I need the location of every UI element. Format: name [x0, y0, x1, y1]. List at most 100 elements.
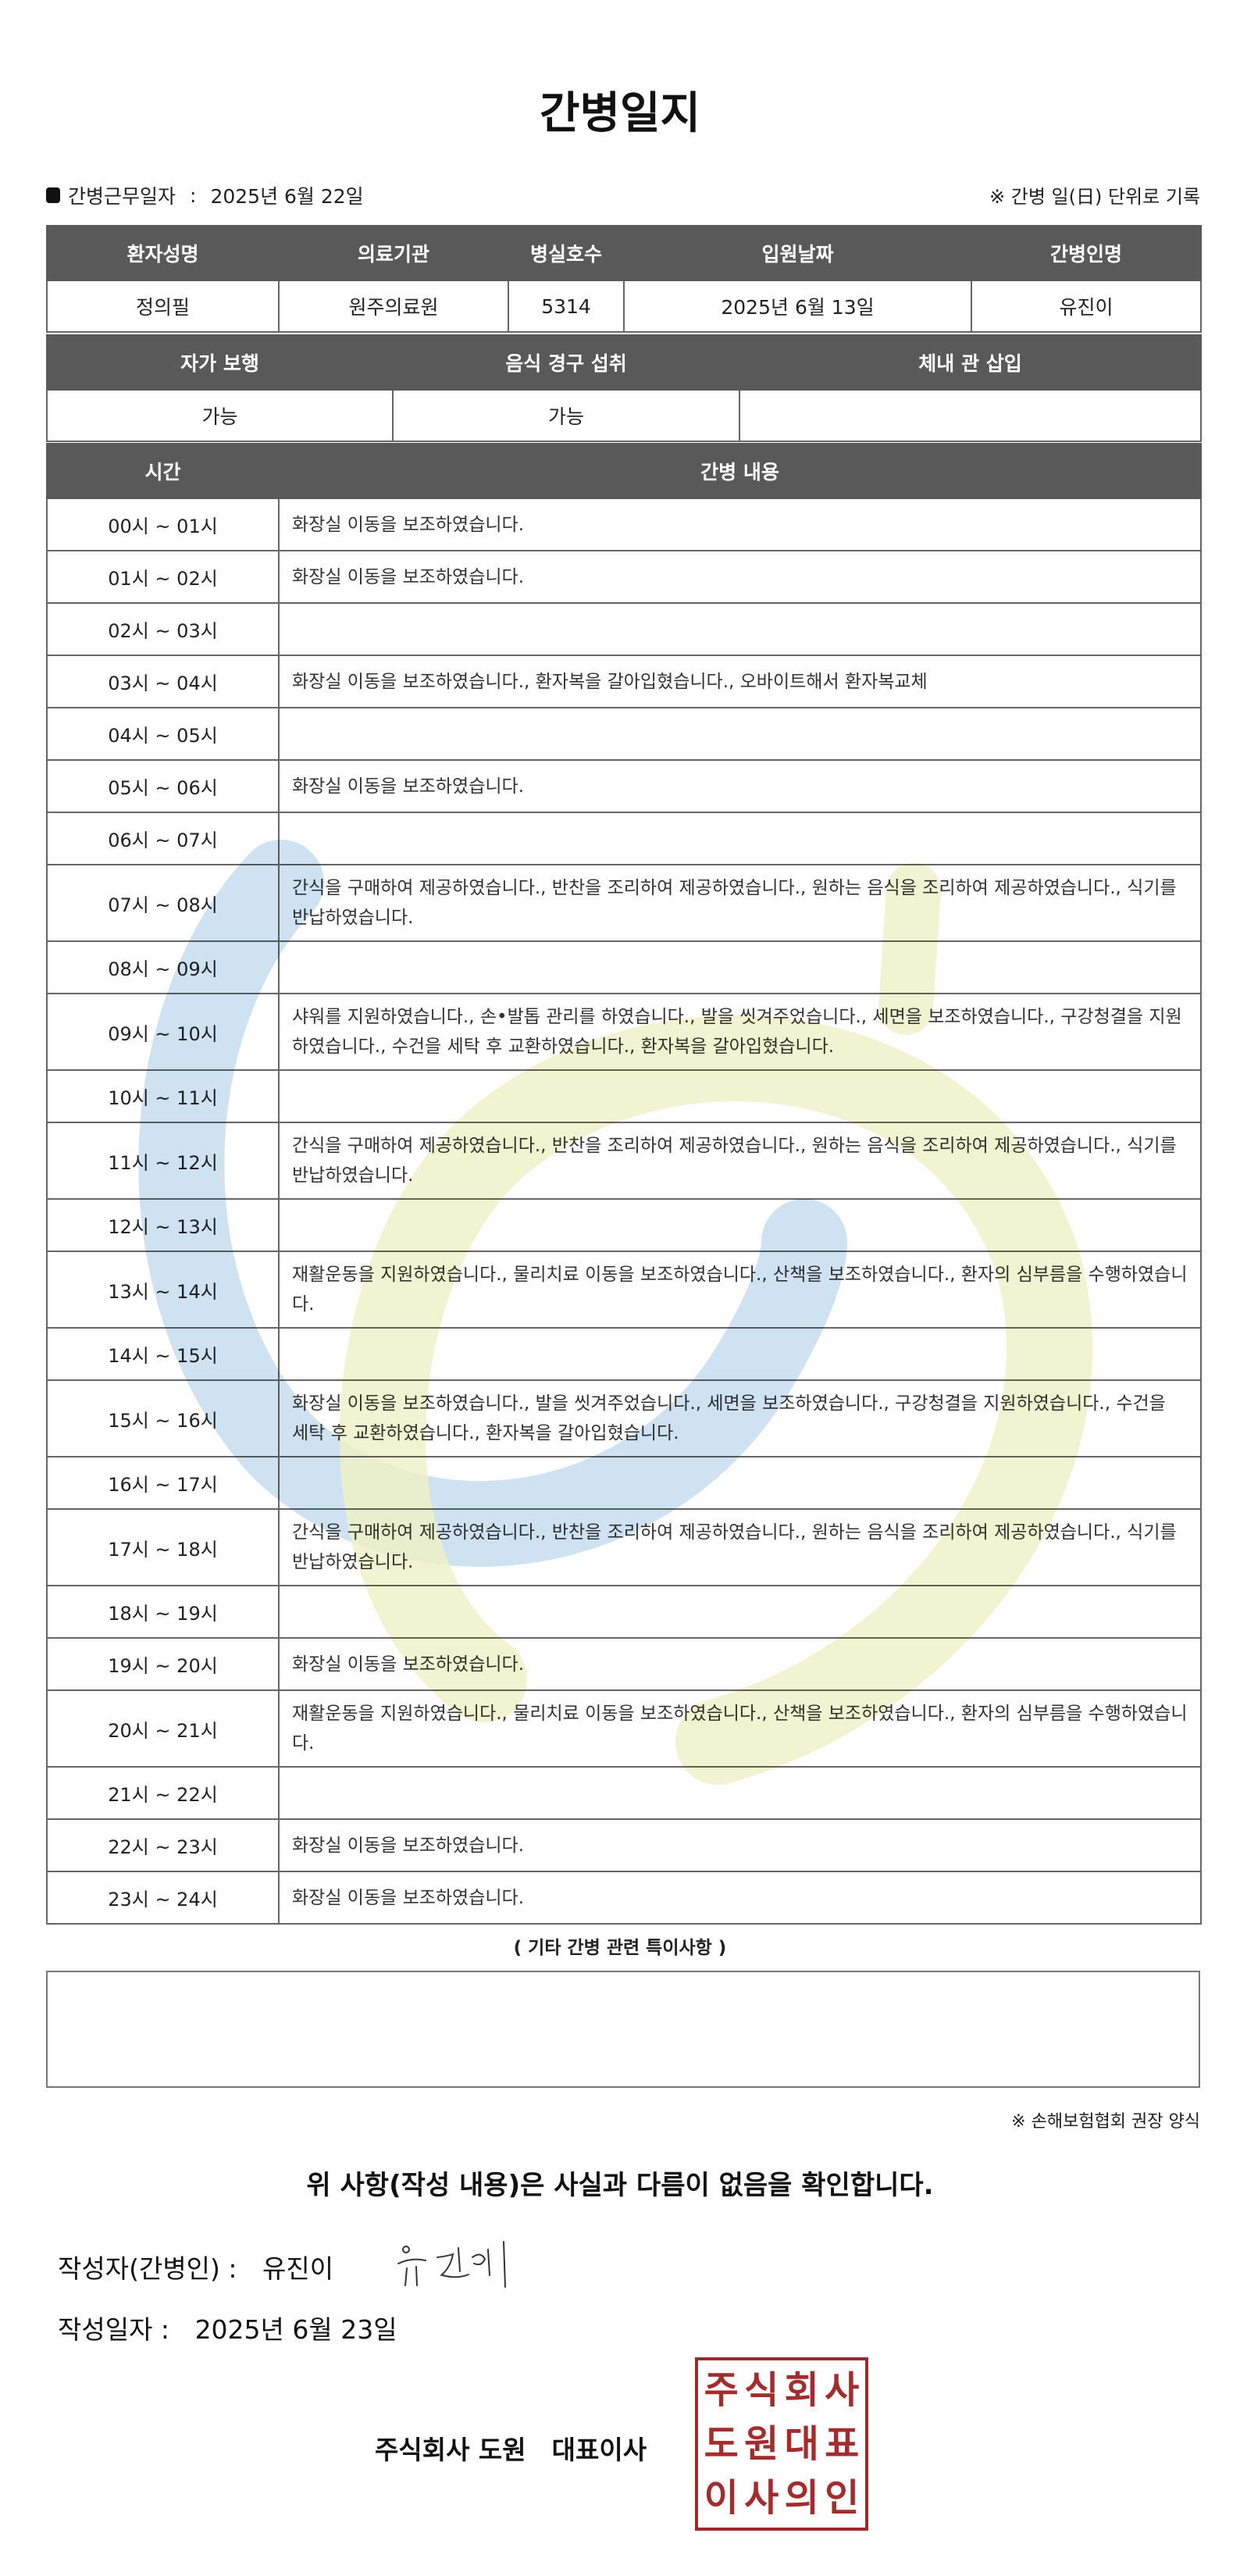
tube-status [739, 389, 1202, 442]
log-content [278, 602, 1202, 656]
confirmation-statement: 위 사항(작성 내용)은 사실과 다름이 없음을 확인합니다. [306, 2170, 934, 2201]
header-room: 병실호수 [508, 225, 625, 281]
log-time: 06시 ~ 07시 [46, 812, 280, 865]
status-table: 자가 보행 음식 경구 섭취 체내 관 삽입 가능 가능 [46, 334, 1202, 442]
log-content: 화장실 이동을 보조하였습니다. [278, 759, 1202, 813]
log-row: 02시 ~ 03시 [46, 602, 1202, 656]
log-content [278, 1766, 1202, 1820]
log-time: 12시 ~ 13시 [46, 1198, 280, 1252]
log-content: 간식을 구매하여 제공하였습니다., 반찬을 조리하여 제공하였습니다., 원하… [278, 864, 1202, 942]
seal-character: 원 [744, 2421, 779, 2466]
seal-character: 도 [704, 2421, 739, 2466]
log-time: 21시 ~ 22시 [46, 1766, 280, 1820]
room-number: 5314 [508, 280, 625, 333]
remarks-box [46, 1971, 1200, 2088]
log-row: 17시 ~ 18시 간식을 구매하여 제공하였습니다., 반찬을 조리하여 제공하… [46, 1508, 1202, 1586]
seal-character: 의 [784, 2475, 819, 2520]
log-time: 19시 ~ 20시 [46, 1637, 280, 1691]
header-time: 시간 [46, 443, 280, 499]
log-content [278, 1198, 1202, 1252]
log-content: 재활운동을 지원하였습니다., 물리치료 이동을 보조하였습니다., 산책을 보… [278, 1689, 1202, 1768]
log-content: 화장실 이동을 보조하였습니다., 발을 씻겨주었습니다., 세면을 보조하였습… [278, 1379, 1202, 1457]
header-care-content: 간병 내용 [278, 443, 1202, 499]
log-row: 03시 ~ 04시 화장실 이동을 보조하였습니다., 환자복을 갈아입혔습니다.… [46, 655, 1202, 708]
log-content: 화장실 이동을 보조하였습니다. [278, 1818, 1202, 1872]
log-time: 18시 ~ 19시 [46, 1585, 280, 1639]
walking-status: 가능 [46, 389, 394, 442]
log-content [278, 707, 1202, 761]
header-walking: 자가 보행 [46, 334, 394, 391]
header-hospital: 의료기관 [278, 225, 509, 281]
log-time: 01시 ~ 02시 [46, 550, 280, 604]
oral-intake-status: 가능 [392, 389, 740, 442]
writer-line: 작성자(간병인) : 유진이 [58, 2248, 333, 2285]
log-content [278, 1456, 1202, 1510]
log-row: 07시 ~ 08시 간식을 구매하여 제공하였습니다., 반찬을 조리하여 제공하… [46, 864, 1202, 942]
log-row: 20시 ~ 21시 재활운동을 지원하였습니다., 물리치료 이동을 보조하였습니… [46, 1689, 1202, 1768]
form-footnote: ※ 손해보험협회 권장 양식 [1011, 2112, 1200, 2132]
log-time: 15시 ~ 16시 [46, 1379, 280, 1457]
log-time: 13시 ~ 14시 [46, 1251, 280, 1329]
log-content [278, 1069, 1202, 1123]
log-row: 09시 ~ 10시 샤워를 지원하였습니다., 손•발톱 관리를 하였습니다., … [46, 993, 1202, 1071]
log-row: 01시 ~ 02시 화장실 이동을 보조하였습니다. [46, 550, 1202, 604]
log-time: 04시 ~ 05시 [46, 707, 280, 761]
header-oral-intake: 음식 경구 섭취 [392, 334, 740, 391]
header-admission-date: 입원날짜 [623, 225, 972, 281]
writer-name: 유진이 [262, 2253, 334, 2284]
seal-character: 주 [704, 2368, 739, 2413]
admission-date: 2025년 6월 13일 [623, 280, 972, 333]
writer-label: 작성자(간병인) : [58, 2253, 237, 2284]
header-tube: 체내 관 삽입 [739, 334, 1202, 391]
log-row: 22시 ~ 23시 화장실 이동을 보조하였습니다. [46, 1818, 1202, 1872]
caregiver-name: 유진이 [971, 280, 1202, 333]
log-content: 화장실 이동을 보조하였습니다. [278, 1871, 1202, 1925]
log-row: 23시 ~ 24시 화장실 이동을 보조하였습니다. [46, 1871, 1202, 1925]
log-time: 02시 ~ 03시 [46, 602, 280, 656]
log-row: 04시 ~ 05시 [46, 707, 1202, 761]
seal-character: 인 [825, 2475, 860, 2520]
seal-character: 사 [825, 2368, 860, 2413]
log-time: 07시 ~ 08시 [46, 864, 280, 942]
log-row: 16시 ~ 17시 [46, 1456, 1202, 1510]
log-time: 03시 ~ 04시 [46, 655, 280, 708]
log-time: 11시 ~ 12시 [46, 1122, 280, 1200]
log-time: 17시 ~ 18시 [46, 1508, 280, 1586]
log-content: 화장실 이동을 보조하였습니다. [278, 550, 1202, 604]
bullet-square-icon [46, 187, 60, 203]
log-time: 16시 ~ 17시 [46, 1456, 280, 1510]
work-date: 간병근무일자 : 2025년 6월 22일 [46, 181, 364, 209]
log-content: 화장실 이동을 보조하였습니다., 환자복을 갈아입혔습니다., 오바이트해서 … [278, 655, 1202, 708]
log-content: 재활운동을 지원하였습니다., 물리치료 이동을 보조하였습니다., 산책을 보… [278, 1251, 1202, 1329]
log-row: 19시 ~ 20시 화장실 이동을 보조하였습니다. [46, 1637, 1202, 1691]
log-row: 18시 ~ 19시 [46, 1585, 1202, 1639]
log-content [278, 1327, 1202, 1381]
log-content: 샤워를 지원하였습니다., 손•발톱 관리를 하였습니다., 발을 씻겨주었습니… [278, 993, 1202, 1071]
seal-character: 표 [825, 2421, 860, 2466]
log-content [278, 1585, 1202, 1639]
log-row: 05시 ~ 06시 화장실 이동을 보조하였습니다. [46, 759, 1202, 813]
log-content: 화장실 이동을 보조하였습니다. [278, 498, 1202, 551]
work-date-label: 간병근무일자 [68, 185, 176, 208]
log-row: 10시 ~ 11시 [46, 1069, 1202, 1123]
log-time: 08시 ~ 09시 [46, 940, 280, 994]
log-content [278, 940, 1202, 994]
company-representative: 주식회사 도원 대표이사 [375, 2435, 647, 2465]
log-row: 14시 ~ 15시 [46, 1327, 1202, 1381]
written-date-value: 2025년 6월 23일 [194, 2314, 397, 2345]
log-content: 간식을 구매하여 제공하였습니다., 반찬을 조리하여 제공하였습니다., 원하… [278, 1122, 1202, 1200]
log-content: 화장실 이동을 보조하였습니다. [278, 1637, 1202, 1691]
header-caregiver: 간병인명 [971, 225, 1202, 281]
log-time: 00시 ~ 01시 [46, 498, 280, 551]
seal-character: 사 [744, 2475, 779, 2520]
log-row: 00시 ~ 01시 화장실 이동을 보조하였습니다. [46, 498, 1202, 551]
header-patient-name: 환자성명 [46, 225, 280, 281]
remarks-title: ( 기타 간병 관련 특이사항 ) [513, 1938, 727, 1958]
written-date: 작성일자 : 2025년 6월 23일 [58, 2309, 397, 2346]
log-row: 06시 ~ 07시 [46, 812, 1202, 865]
unit-note: ※ 간병 일(日) 단위로 기록 [989, 186, 1200, 208]
work-date-value: 2025년 6월 22일 [210, 185, 364, 208]
log-row: 08시 ~ 09시 [46, 940, 1202, 994]
log-row: 11시 ~ 12시 간식을 구매하여 제공하였습니다., 반찬을 조리하여 제공하… [46, 1122, 1202, 1200]
seal-character: 대 [784, 2421, 819, 2466]
